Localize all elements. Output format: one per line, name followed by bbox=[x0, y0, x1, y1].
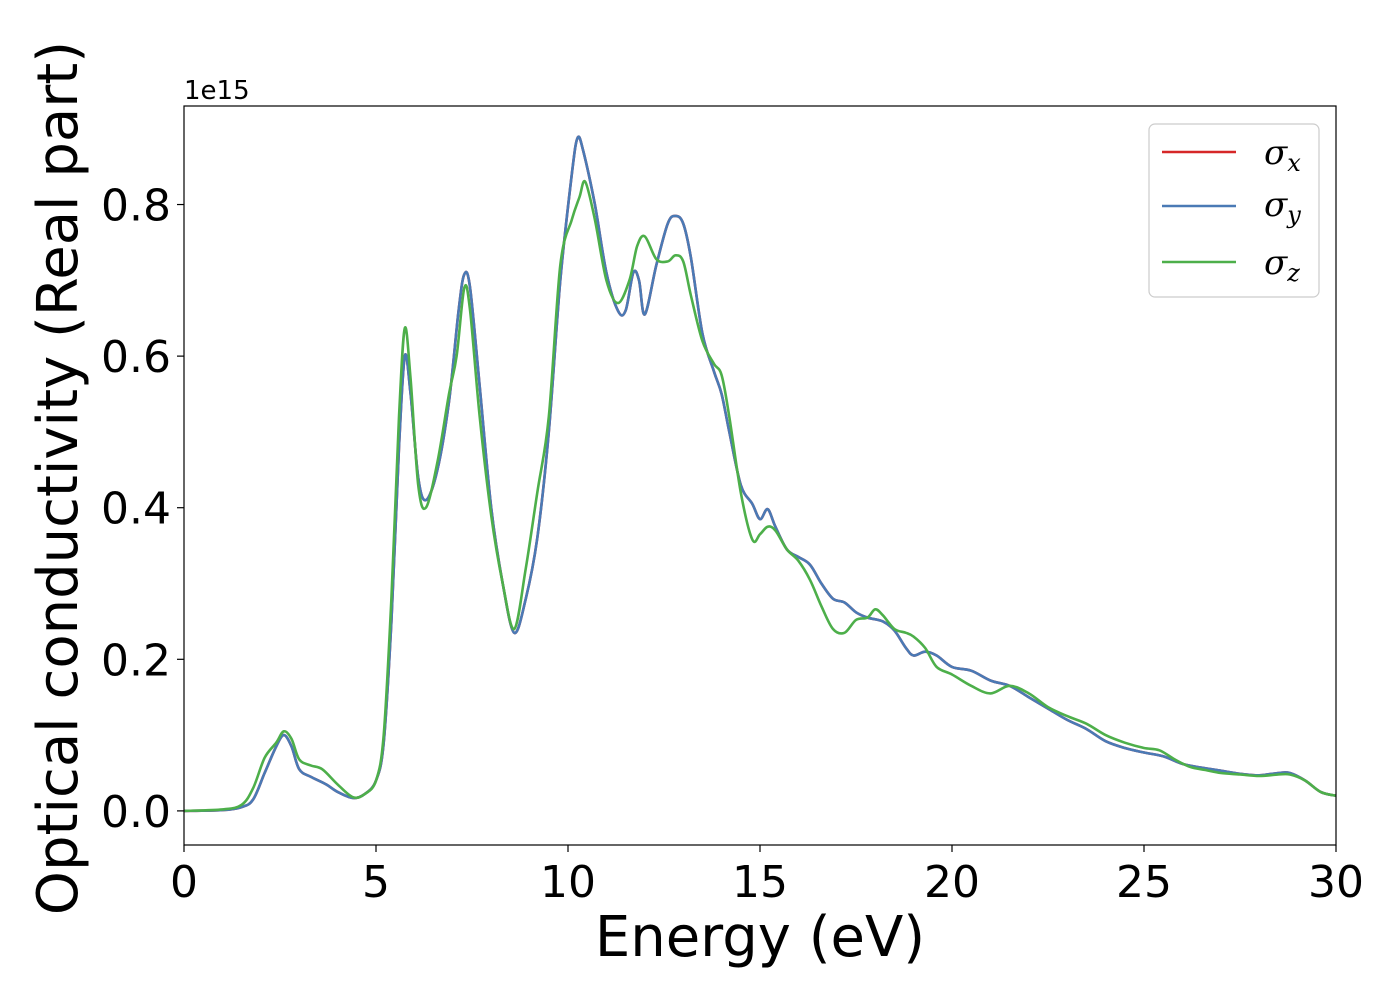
legend-label-sigma-x-symbol: σ bbox=[1264, 133, 1288, 173]
legend-box bbox=[1148, 123, 1320, 298]
legend: σx σy σz bbox=[1148, 123, 1320, 298]
y-tick-label: 0.6 bbox=[101, 332, 171, 383]
y-tick-label: 0.2 bbox=[101, 635, 171, 686]
x-axis-title: Energy (eV) bbox=[595, 905, 925, 970]
y-tick-label: 0.0 bbox=[101, 787, 171, 838]
legend-label-sigma-z-symbol: σ bbox=[1264, 243, 1288, 283]
svg-text:σx: σx bbox=[1264, 133, 1301, 177]
series-line-sigma-z bbox=[183, 179, 1337, 813]
svg-text:σz: σz bbox=[1264, 243, 1300, 287]
x-tick-label: 15 bbox=[732, 857, 788, 908]
legend-entry-z: σz bbox=[1162, 243, 1300, 287]
y-axis-ticks: 0.0 0.2 0.4 0.6 0.8 bbox=[101, 181, 184, 838]
y-tick-label: 0.4 bbox=[101, 484, 171, 535]
x-tick-label: 25 bbox=[1116, 857, 1172, 908]
y-offset-label: 1e15 bbox=[184, 76, 250, 106]
x-tick-label: 0 bbox=[170, 857, 198, 908]
y-axis-title: Optical conductivity (Real part) bbox=[26, 41, 91, 915]
legend-label-sigma-x-sub: x bbox=[1287, 149, 1301, 177]
x-tick-label: 20 bbox=[924, 857, 980, 908]
x-tick-label: 5 bbox=[362, 857, 390, 908]
legend-entry-y: σy bbox=[1162, 185, 1301, 229]
legend-label-sigma-y-sub: y bbox=[1286, 201, 1301, 229]
svg-text:σy: σy bbox=[1264, 185, 1301, 229]
legend-label-sigma-z-sub: z bbox=[1286, 259, 1300, 287]
plot-lines bbox=[183, 135, 1337, 813]
x-tick-label: 10 bbox=[540, 857, 596, 908]
x-tick-label: 30 bbox=[1308, 857, 1364, 908]
y-tick-label: 0.8 bbox=[101, 181, 171, 232]
legend-entry-x: σx bbox=[1162, 133, 1301, 177]
x-axis-ticks: 0 5 10 15 20 25 30 bbox=[170, 845, 1364, 908]
legend-label-sigma-y-symbol: σ bbox=[1264, 185, 1288, 225]
